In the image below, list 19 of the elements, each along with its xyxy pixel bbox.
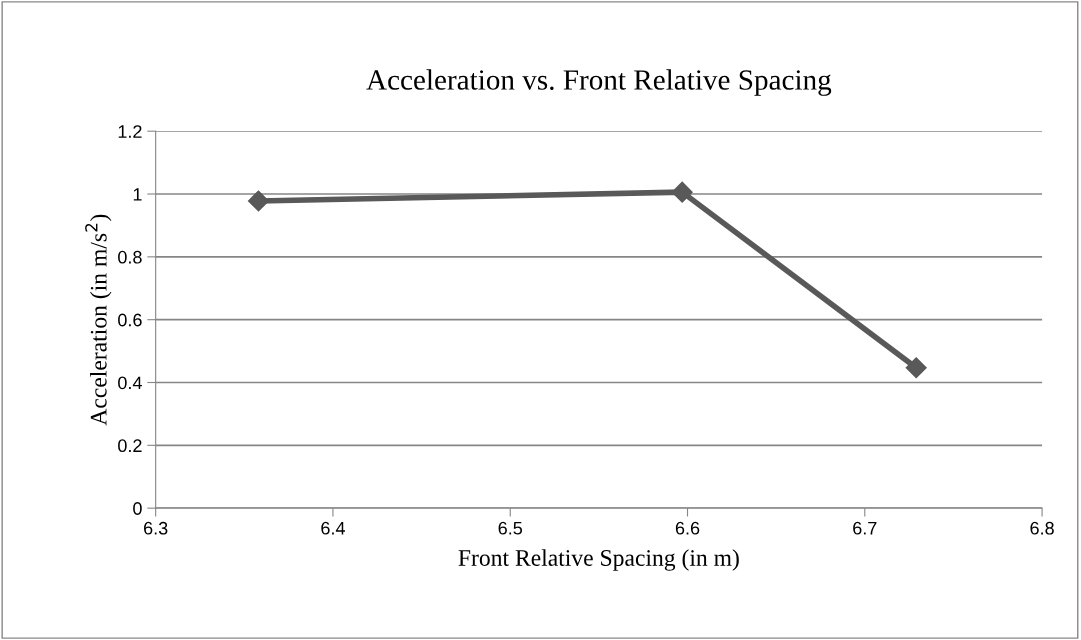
y-tick-label: 0.4 [118,376,142,390]
y-tick-label: 1.2 [118,125,142,138]
x-tick-label: 6.8 [1030,521,1054,535]
x-tick-label: 6.6 [675,521,700,535]
y-tick-label: 0.6 [118,313,142,327]
y-tick-label: 0.8 [118,250,142,264]
x-tick-label: 6.7 [853,521,877,535]
y-tick-label: 0.2 [118,439,142,453]
y-tick-label: 0 [133,502,142,515]
point [905,357,927,379]
point [671,181,693,203]
y-tick-label: 1 [133,188,142,201]
x-tick-label: 6.3 [144,521,168,535]
chart-title: Acceleration vs. Front Relative Spacing [366,69,832,96]
y-axis-title: Acceleration (in m/s$^{2}$) [85,214,112,426]
point [247,190,270,212]
x-axis-title: Front Relative Spacing (in m) [458,549,739,571]
x-tick-label: 6.4 [321,521,345,535]
x-tick-label: 6.5 [498,521,523,535]
